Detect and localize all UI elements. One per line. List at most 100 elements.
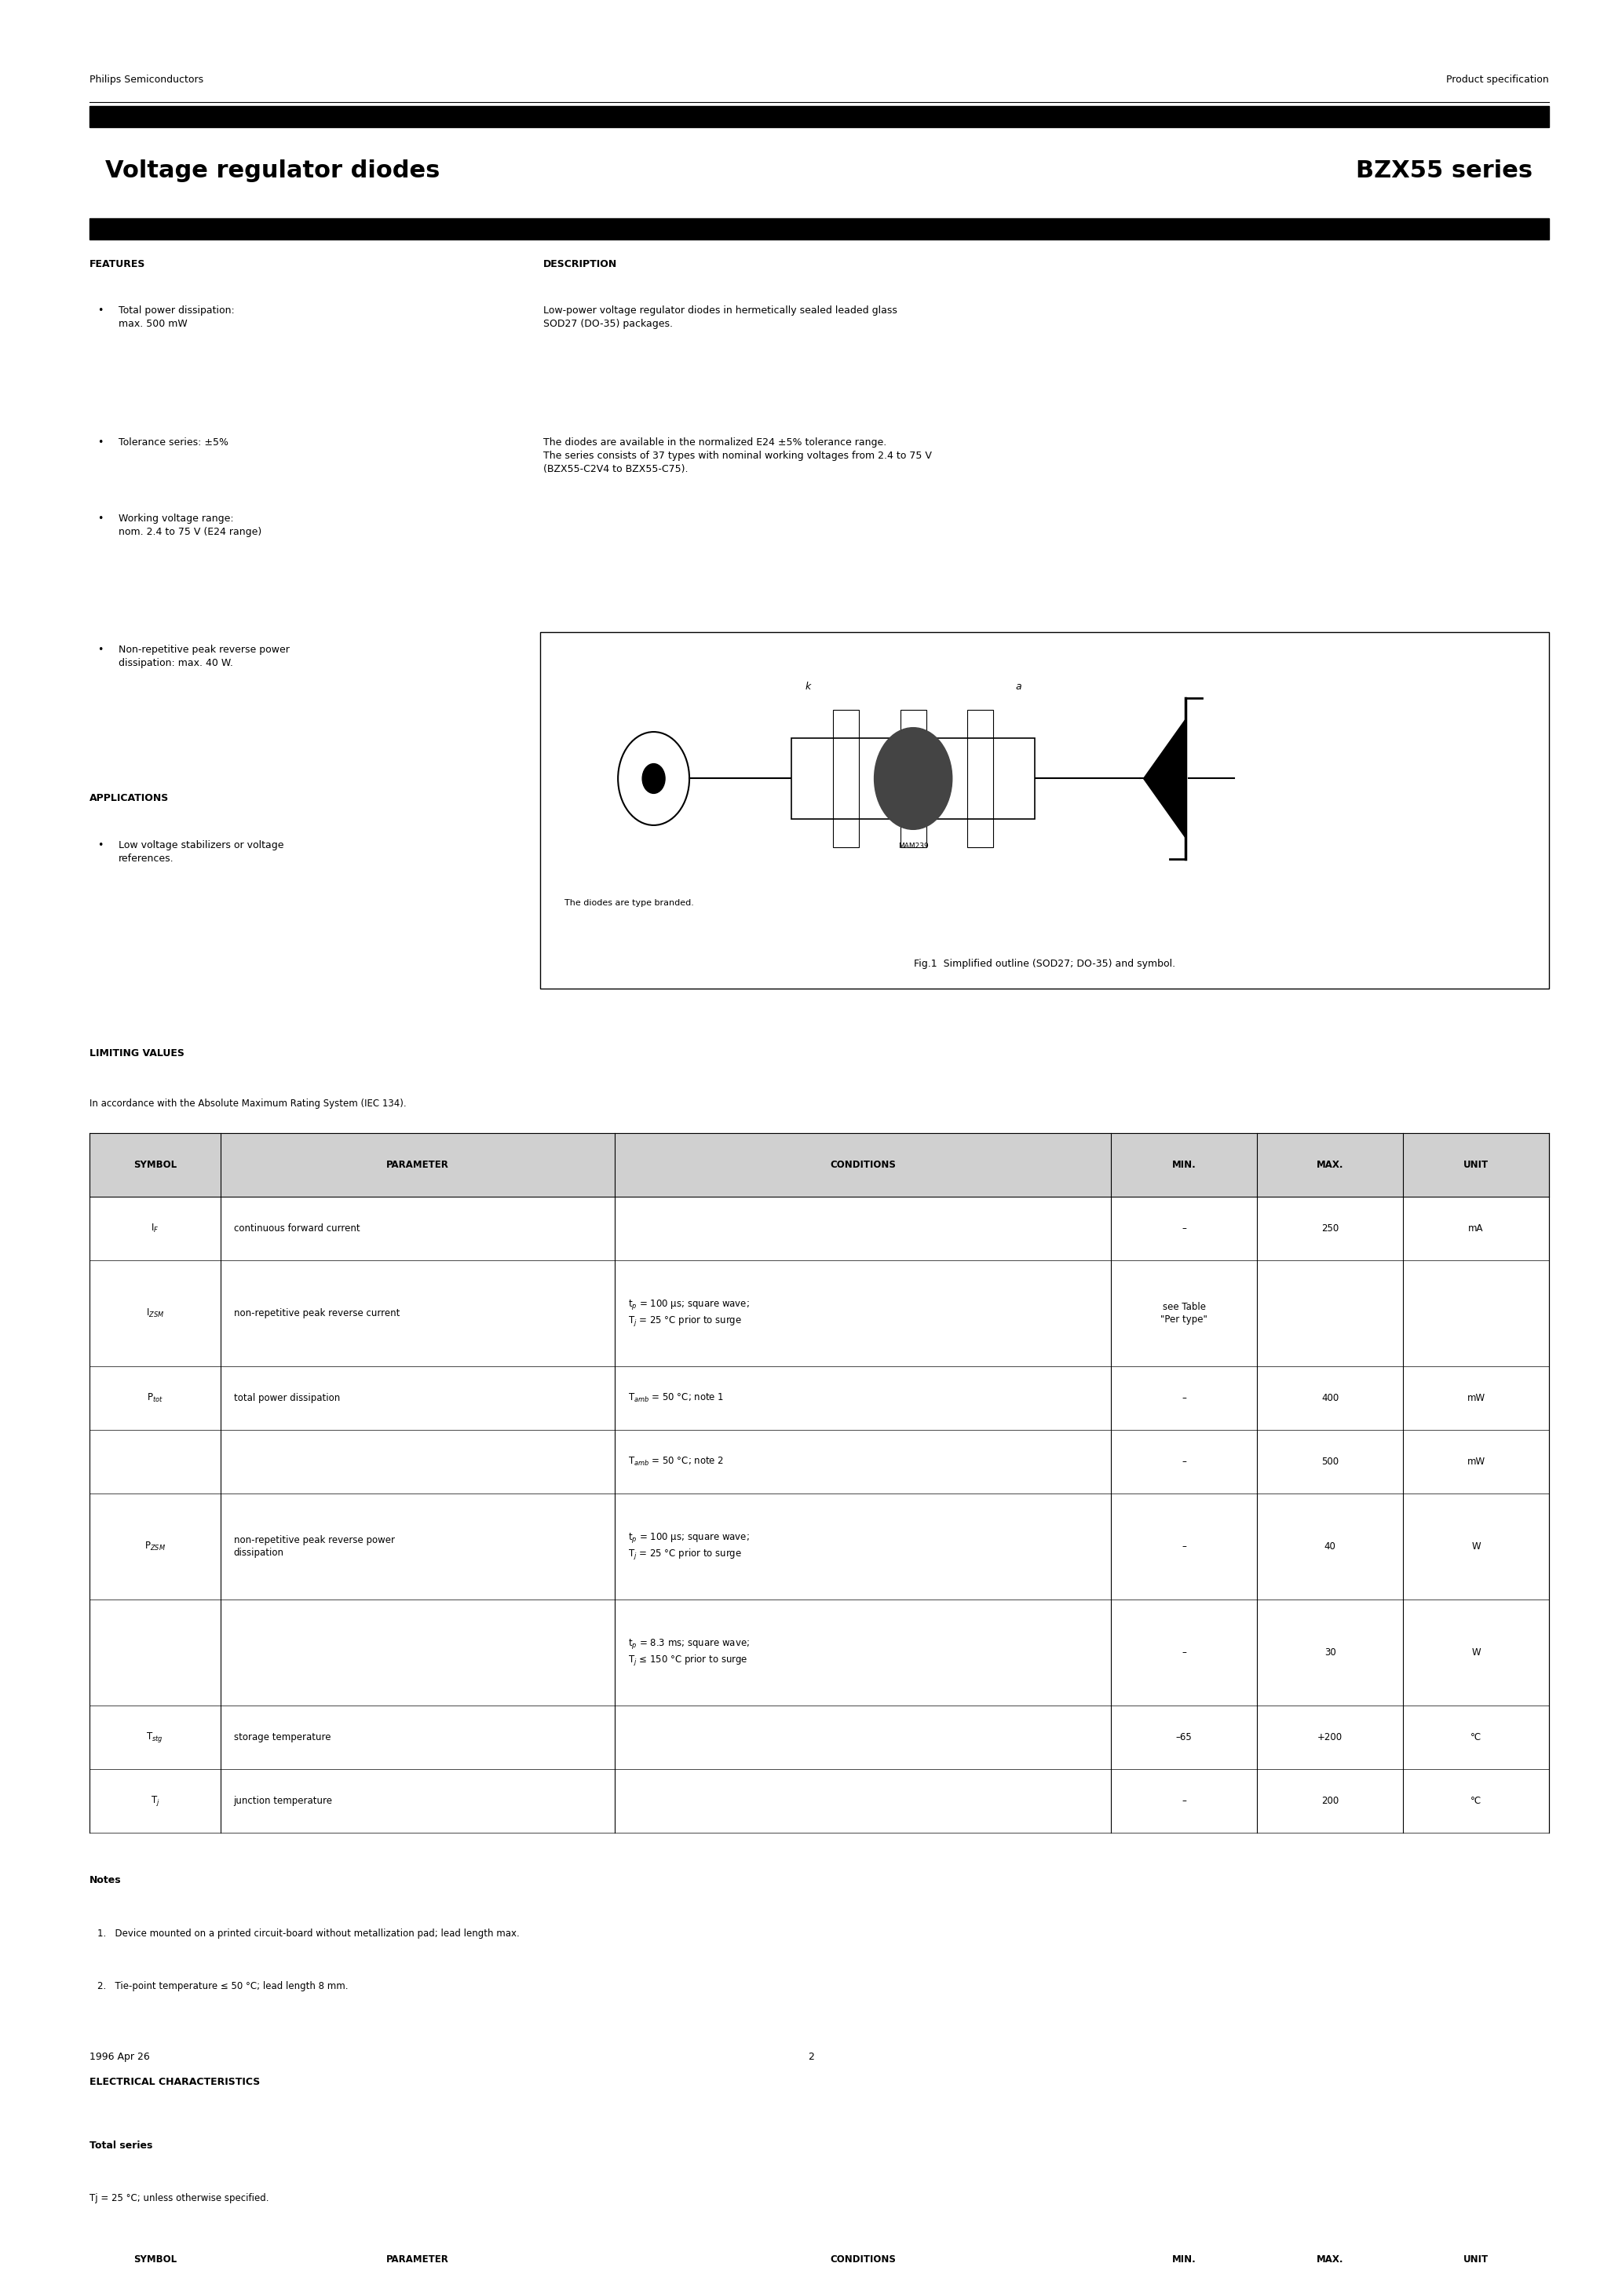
Text: LIMITING VALUES: LIMITING VALUES [89,1047,185,1058]
Text: MAX.: MAX. [1317,2255,1343,2264]
Text: 40: 40 [1324,1541,1337,1552]
Bar [540,631,1549,990]
Text: T$_{stg}$: T$_{stg}$ [146,1731,164,1745]
Text: P$_{ZSM}$: P$_{ZSM}$ [144,1541,165,1552]
Text: 200: 200 [1322,1795,1338,1807]
Text: •: • [97,436,104,448]
Polygon shape [1144,719,1186,838]
Text: +200: +200 [1317,1731,1343,1743]
Text: Tj = 25 °C; unless otherwise specified.: Tj = 25 °C; unless otherwise specified. [89,2193,269,2204]
Bar [89,1132,1549,1196]
Text: –: – [1182,1795,1186,1807]
Text: 500: 500 [1322,1456,1338,1467]
Text: 2.   Tie-point temperature ≤ 50 °C; lead length 8 mm.: 2. Tie-point temperature ≤ 50 °C; lead l… [97,1981,349,1991]
Text: Product specification: Product specification [1447,73,1549,85]
Text: I$_F$: I$_F$ [151,1221,159,1235]
Bar [89,1706,1549,1770]
Text: CONDITIONS: CONDITIONS [830,2255,895,2264]
Text: a: a [1015,682,1022,691]
Bar [89,1770,1549,1832]
Text: PARAMETER: PARAMETER [386,2255,449,2264]
Text: 30: 30 [1324,1649,1337,1658]
Text: UNIT: UNIT [1463,2255,1489,2264]
Text: The diodes are type branded.: The diodes are type branded. [564,900,694,907]
Text: see Table
"Per type": see Table "Per type" [1161,1302,1207,1325]
Text: Low-power voltage regulator diodes in hermetically sealed leaded glass
SOD27 (DO: Low-power voltage regulator diodes in he… [543,305,897,328]
Text: SYMBOL: SYMBOL [133,1159,177,1169]
Text: •: • [97,514,104,523]
Text: mA: mA [1468,1224,1484,1233]
Bar [89,218,1549,239]
Text: T$_j$: T$_j$ [151,1795,159,1807]
Text: junction temperature: junction temperature [234,1795,333,1807]
Text: k: k [805,682,811,691]
Bar [89,1196,1549,1261]
Text: non-repetitive peak reverse current: non-repetitive peak reverse current [234,1309,399,1318]
Text: In accordance with the Absolute Maximum Rating System (IEC 134).: In accordance with the Absolute Maximum … [89,1100,406,1109]
Text: total power dissipation: total power dissipation [234,1394,339,1403]
Text: storage temperature: storage temperature [234,1731,331,1743]
Circle shape [642,765,665,794]
Bar [89,2291,1549,2296]
Text: ELECTRICAL CHARACTERISTICS: ELECTRICAL CHARACTERISTICS [89,2078,260,2087]
Text: FEATURES: FEATURES [89,259,146,269]
Text: MAM239: MAM239 [899,843,928,850]
Text: BZX55 series: BZX55 series [1356,158,1533,181]
Text: MIN.: MIN. [1173,2255,1195,2264]
Bar [89,106,1549,126]
Text: °C: °C [1471,1731,1481,1743]
Text: °C: °C [1471,1795,1481,1807]
Text: mW: mW [1466,1394,1486,1403]
Text: 1.   Device mounted on a printed circuit-board without metallization pad; lead l: 1. Device mounted on a printed circuit-b… [97,1929,519,1938]
Bar [834,709,860,847]
Text: T$_{amb}$ = 50 °C; note 2: T$_{amb}$ = 50 °C; note 2 [628,1456,723,1467]
Text: Voltage regulator diodes: Voltage regulator diodes [105,158,440,181]
Text: Philips Semiconductors: Philips Semiconductors [89,73,203,85]
Bar [900,709,926,847]
Text: Total power dissipation:
max. 500 mW: Total power dissipation: max. 500 mW [118,305,235,328]
Text: •: • [97,305,104,315]
Text: 2: 2 [808,2053,814,2062]
Text: continuous forward current: continuous forward current [234,1224,360,1233]
Text: 400: 400 [1322,1394,1338,1403]
Text: 1996 Apr 26: 1996 Apr 26 [89,2053,149,2062]
Text: –: – [1182,1649,1186,1658]
Text: T$_{amb}$ = 50 °C; note 1: T$_{amb}$ = 50 °C; note 1 [628,1391,723,1403]
Text: CONDITIONS: CONDITIONS [830,1159,895,1169]
Text: non-repetitive peak reverse power
dissipation: non-repetitive peak reverse power dissip… [234,1536,394,1559]
Text: 250: 250 [1322,1224,1338,1233]
Bar [89,1366,1549,1430]
Text: t$_p$ = 100 μs; square wave;
T$_j$ = 25 °C prior to surge: t$_p$ = 100 μs; square wave; T$_j$ = 25 … [628,1531,749,1561]
Bar [89,1261,1549,1366]
Text: MAX.: MAX. [1317,1159,1343,1169]
Text: –: – [1182,1224,1186,1233]
Text: The diodes are available in the normalized E24 ±5% tolerance range.
The series c: The diodes are available in the normaliz… [543,436,933,473]
Text: mW: mW [1466,1456,1486,1467]
Bar [89,1600,1549,1706]
Text: –65: –65 [1176,1731,1192,1743]
Text: Notes: Notes [89,1876,122,1885]
Bar [89,2227,1549,2291]
Text: Working voltage range:
nom. 2.4 to 75 V (E24 range): Working voltage range: nom. 2.4 to 75 V … [118,514,261,537]
Text: –: – [1182,1394,1186,1403]
Circle shape [874,728,952,829]
Text: I$_{ZSM}$: I$_{ZSM}$ [146,1306,164,1320]
Bar [89,1430,1549,1492]
Text: W: W [1471,1649,1481,1658]
Text: t$_p$ = 8.3 ms; square wave;
T$_j$ ≤ 150 °C prior to surge: t$_p$ = 8.3 ms; square wave; T$_j$ ≤ 150… [628,1637,749,1667]
Text: APPLICATIONS: APPLICATIONS [89,794,169,804]
Text: PARAMETER: PARAMETER [386,1159,449,1169]
Text: MIN.: MIN. [1173,1159,1195,1169]
Text: W: W [1471,1541,1481,1552]
Text: Low voltage stabilizers or voltage
references.: Low voltage stabilizers or voltage refer… [118,840,284,863]
Text: Fig.1  Simplified outline (SOD27; DO-35) and symbol.: Fig.1 Simplified outline (SOD27; DO-35) … [913,960,1176,969]
Text: –: – [1182,1456,1186,1467]
Bar [89,1492,1549,1600]
Text: t$_p$ = 100 μs; square wave;
T$_j$ = 25 °C prior to surge: t$_p$ = 100 μs; square wave; T$_j$ = 25 … [628,1297,749,1329]
Text: •: • [97,840,104,850]
Bar [968,709,994,847]
Text: –: – [1182,1541,1186,1552]
Text: Tolerance series: ±5%: Tolerance series: ±5% [118,436,229,448]
Text: •: • [97,645,104,654]
Bar [792,739,1035,820]
